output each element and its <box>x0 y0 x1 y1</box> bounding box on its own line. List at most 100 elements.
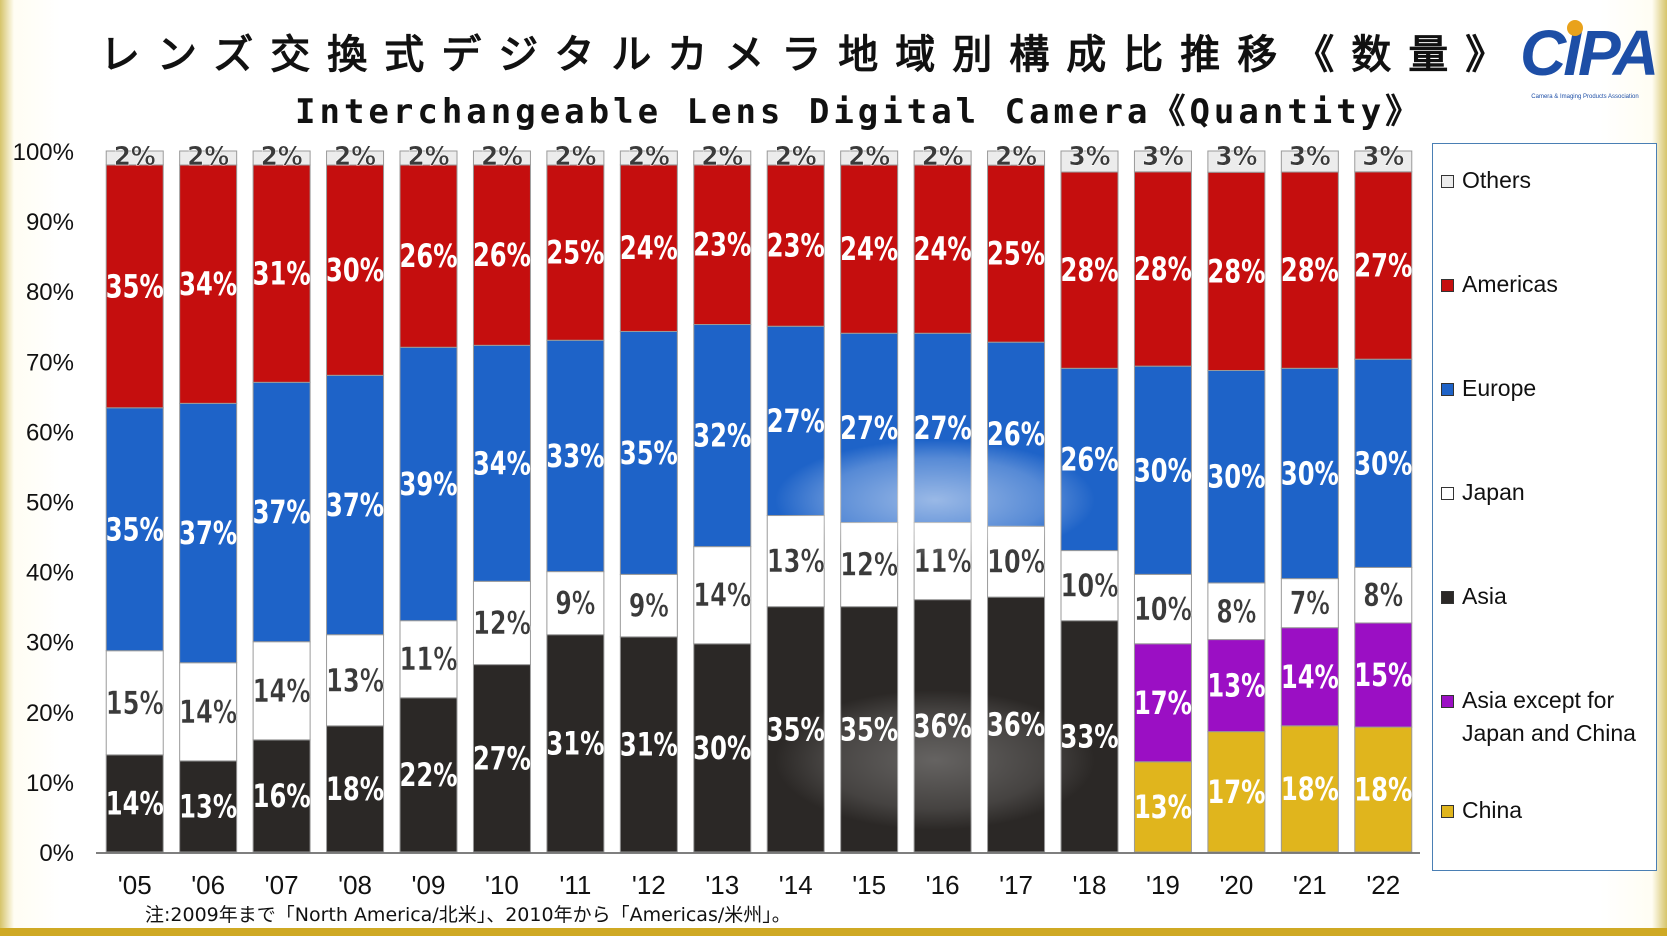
data-label-americas: 34% <box>179 265 237 303</box>
y-tick-label: 40% <box>26 560 74 587</box>
data-label-europe: 30% <box>1354 444 1412 482</box>
data-label-others: 3% <box>1362 142 1404 172</box>
legend-swatch <box>1441 805 1454 818</box>
bar-segment-japan <box>1280 578 1339 629</box>
bar-segment-europe <box>399 346 458 622</box>
data-label-americas: 31% <box>253 255 311 293</box>
x-tick-label: '18 <box>1073 870 1107 900</box>
data-label-americas: 26% <box>400 237 458 275</box>
stacked-bar-chart: 0% 10% 20% 30% 40% 50% 60% 70% 80% 90% 100% 14% 15% 3… <box>13 139 1420 900</box>
data-label-europe: 30% <box>1281 454 1339 492</box>
data-label-europe: 35% <box>106 510 164 548</box>
x-tick-label: '16 <box>926 870 960 900</box>
data-label-others: 3% <box>1069 142 1111 172</box>
data-label-europe: 37% <box>326 486 384 524</box>
data-label-others: 2% <box>775 142 817 172</box>
data-label-europe: 32% <box>693 417 751 455</box>
bar-segment-asia <box>105 754 164 853</box>
legend-label: China <box>1462 797 1523 823</box>
data-label-japan: 14% <box>179 693 237 731</box>
legend-label: Americas <box>1462 271 1558 297</box>
data-label-europe: 35% <box>620 434 678 472</box>
legend-swatch <box>1441 695 1454 708</box>
data-label-japan: 9% <box>555 584 595 622</box>
bar-segment-asia <box>546 634 605 853</box>
bar-segment-others <box>472 150 531 166</box>
data-label-europe: 27% <box>767 402 825 440</box>
bar-segment-americas <box>840 164 899 334</box>
bar-segment-japan <box>252 641 311 741</box>
bar-segment-others <box>1280 150 1339 173</box>
data-label-europe: 34% <box>473 444 531 482</box>
legend-label: Others <box>1462 167 1532 193</box>
legend-label: Asia except for Japan and China <box>1462 687 1636 746</box>
data-label-asia: 31% <box>546 724 604 762</box>
y-tick-label: 60% <box>26 419 74 446</box>
legend-label: Japan <box>1462 479 1525 505</box>
bar-segment-others <box>840 150 899 166</box>
x-tick-label: '13 <box>705 870 739 900</box>
data-label-others: 2% <box>334 142 376 172</box>
bar-segment-americas <box>766 164 825 327</box>
bottom-accent-bar <box>0 928 1667 936</box>
highlight-glow <box>775 440 1095 560</box>
bar-segment-japan <box>1133 573 1192 645</box>
cipa-logo: CIPA Camera & Imaging Products Associati… <box>1520 14 1659 106</box>
x-tick-label: '06 <box>191 870 225 900</box>
x-tick-label: '09 <box>412 870 446 900</box>
data-label-japan: 13% <box>767 542 825 580</box>
data-label-others: 2% <box>701 142 743 172</box>
data-label-americas: 23% <box>767 227 825 265</box>
data-label-others: 3% <box>1289 142 1331 172</box>
data-label-asia: 22% <box>400 756 458 794</box>
legend-item-asia: Asia <box>1441 580 1507 613</box>
y-tick-label: 20% <box>26 700 74 727</box>
bar-segment-china <box>1207 731 1266 853</box>
bar-segment-europe <box>1133 365 1192 575</box>
bar-segment-asia <box>619 636 678 853</box>
bar-segment-asia <box>179 760 238 853</box>
data-label-japan: 9% <box>629 587 669 625</box>
data-label-others: 2% <box>261 142 303 172</box>
bar-segment-americas <box>913 164 972 334</box>
data-label-china: 17% <box>1207 773 1265 811</box>
bar-segment-asia <box>399 697 458 853</box>
data-label-europe: 30% <box>1134 451 1192 489</box>
y-tick-label: 70% <box>26 349 74 376</box>
bar-segment-japan <box>1354 566 1413 624</box>
bar-segment-americas <box>987 164 1046 343</box>
bar-segment-europe <box>546 339 605 573</box>
logo-dot-icon <box>1567 20 1583 36</box>
data-label-americas: 24% <box>914 230 972 268</box>
bar-segment-others <box>252 150 311 166</box>
bar-segment-europe <box>472 344 531 582</box>
data-label-americas: 28% <box>1207 252 1265 290</box>
data-label-china: 18% <box>1281 770 1339 808</box>
bar-segment-europe <box>1354 358 1413 568</box>
bar-segment-asia-except-for-japan-and-china <box>1207 639 1266 733</box>
data-label-americas: 24% <box>840 230 898 268</box>
bar-segment-japan <box>1060 550 1119 622</box>
bar-segment-asia <box>472 664 531 853</box>
x-tick-label: '20 <box>1219 870 1253 900</box>
data-label-china: 13% <box>1134 788 1192 826</box>
y-tick-label: 0% <box>39 840 74 867</box>
data-label-americas: 30% <box>326 251 384 289</box>
legend-swatch <box>1441 279 1454 292</box>
y-tick-label: 100% <box>13 139 74 166</box>
data-label-others: 3% <box>1142 142 1184 172</box>
legend-swatch <box>1441 591 1454 604</box>
bar-segment-europe <box>619 330 678 575</box>
data-label-asia: 18% <box>326 770 384 808</box>
bar-segment-others <box>693 150 752 166</box>
bar-segment-americas <box>252 164 311 383</box>
bar-segment-europe <box>179 402 238 664</box>
y-tick-label: 30% <box>26 630 74 657</box>
data-label-europe: 33% <box>546 437 604 475</box>
data-label-asia: 16% <box>253 777 311 815</box>
legend-item-americas: Americas <box>1441 268 1558 301</box>
bar-segment-others <box>1354 150 1413 173</box>
bar-segment-others <box>1060 150 1119 173</box>
x-tick-label: '07 <box>265 870 299 900</box>
highlight-glow-lower <box>775 690 1095 830</box>
